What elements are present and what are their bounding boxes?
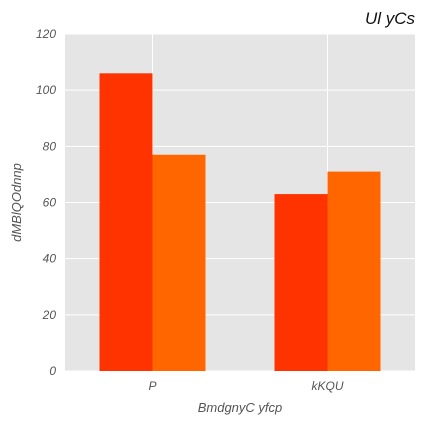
y-tick-label: 40	[43, 252, 57, 266]
bar-kKQU-series-2	[327, 171, 381, 371]
y-tick-label: 120	[36, 27, 56, 41]
y-tick-label: 100	[36, 83, 56, 97]
chart-title: Ul yCs	[365, 9, 416, 28]
y-tick-label: 80	[43, 139, 57, 153]
y-tick-label: 20	[42, 308, 57, 322]
y-tick-label: 60	[43, 196, 57, 210]
y-tick-label: 0	[49, 364, 56, 378]
x-tick-label: kKQU	[311, 379, 343, 393]
y-axis-ticks: 0 20 40 60 80 100 120	[36, 27, 56, 378]
bar-P-series-1	[99, 73, 153, 372]
y-axis-label: dMBlQOdnnp	[9, 163, 24, 242]
bar-kKQU-series-1	[274, 194, 328, 371]
x-tick-label: P	[148, 379, 156, 393]
bars	[99, 73, 381, 372]
bar-P-series-2	[152, 154, 206, 371]
x-axis-label: BmdgnyC yfcp	[198, 400, 283, 415]
